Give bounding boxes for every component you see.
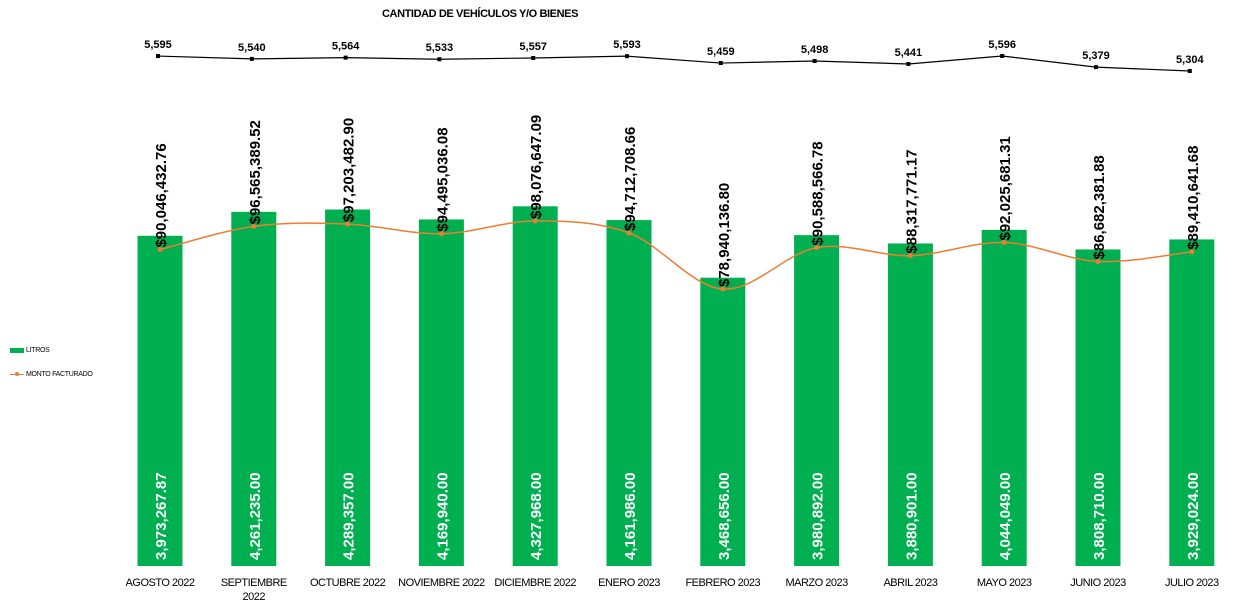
- series-line-vehiculos: [157, 55, 1190, 72]
- bar-litros: [137, 235, 183, 567]
- bar-litros: [1075, 249, 1121, 567]
- bar-value-label: 3,980,892.00: [810, 472, 827, 560]
- point-monto-facturado: [1001, 240, 1007, 246]
- point-monto-facturado: [438, 231, 444, 237]
- point-vehiculos: [1187, 69, 1192, 73]
- vehiculos-value-label: 5,533: [426, 42, 454, 54]
- monto-value-label: $86,682,381.88: [1091, 155, 1108, 259]
- point-monto-facturado: [626, 230, 632, 236]
- x-tick-label: MARZO 2023: [785, 577, 848, 589]
- bar-value-label: 3,468,656.00: [716, 472, 733, 560]
- bar-value-label: 4,161,986.00: [622, 472, 639, 560]
- point-vehiculos: [437, 57, 442, 62]
- monto-value-label: $97,203,482.90: [341, 118, 358, 222]
- x-tick-label: SEPTIEMBRE: [221, 577, 287, 589]
- bar-value-label: 3,880,901.00: [903, 472, 920, 560]
- vehiculos-value-label: 5,596: [988, 39, 1016, 51]
- point-vehiculos: [1094, 65, 1098, 70]
- legend-swatch-monto-facturado: [10, 371, 24, 377]
- point-monto-facturado: [1189, 249, 1195, 255]
- vehiculos-value-label: 5,459: [707, 46, 735, 58]
- point-monto-facturado: [345, 221, 351, 227]
- monto-value-label: $96,565,389.52: [247, 120, 264, 224]
- point-monto-facturado: [720, 286, 726, 292]
- x-tick-label: DICIEMBRE 2022: [494, 577, 576, 589]
- point-vehiculos: [156, 54, 160, 59]
- legend: LITROS MONTO FACTURADO: [10, 344, 93, 392]
- monto-value-label: $78,940,136.80: [716, 183, 733, 287]
- monto-value-label: $98,076,647.09: [528, 115, 545, 219]
- x-tick-label: FEBRERO 2023: [685, 577, 760, 589]
- point-vehiculos: [531, 56, 536, 61]
- bar-litros: [700, 277, 746, 566]
- series-line-monto-facturado: [159, 220, 1192, 290]
- bar-value-label: 4,169,940.00: [434, 472, 451, 560]
- x-tick-label: 2022: [243, 591, 266, 603]
- bar-litros: [606, 220, 652, 566]
- vehiculos-value-label: 5,441: [895, 47, 923, 59]
- point-vehiculos: [249, 56, 254, 61]
- x-tick-label: JUNIO 2023: [1070, 577, 1126, 589]
- vehiculos-value-label: 5,540: [238, 42, 266, 54]
- bar-litros: [418, 219, 464, 567]
- point-monto-facturado: [251, 223, 257, 229]
- bar-value-label: 3,929,024.00: [1185, 472, 1202, 560]
- legend-label-monto-facturado: MONTO FACTURADO: [26, 370, 93, 378]
- bar-value-label: 4,044,049.00: [997, 472, 1014, 560]
- bar-litros: [325, 209, 371, 566]
- x-tick-label: AGOSTO 2022: [126, 577, 195, 589]
- monto-value-label: $90,588,566.78: [810, 141, 827, 245]
- vehiculos-value-label: 5,593: [613, 39, 641, 51]
- vehiculos-value-label: 5,304: [1176, 54, 1204, 66]
- point-vehiculos: [343, 55, 348, 60]
- monto-value-label: $92,025,681.31: [997, 136, 1014, 240]
- x-tick-label: MAYO 2023: [977, 577, 1032, 589]
- point-vehiculos: [718, 61, 723, 66]
- point-monto-facturado: [814, 245, 820, 251]
- bar-value-label: 3,808,710.00: [1091, 472, 1108, 560]
- bar-litros: [981, 229, 1027, 566]
- bar-litros: [794, 235, 840, 566]
- bar-litros: [231, 211, 277, 566]
- point-vehiculos: [906, 61, 911, 66]
- monto-value-label: $90,046,432.76: [153, 143, 170, 247]
- x-tick-label: OCTUBRE 2022: [310, 577, 386, 589]
- bar-value-label: 3,973,267.87: [153, 472, 170, 560]
- legend-label-litros: LITROS: [26, 346, 50, 354]
- point-monto-facturado: [1095, 258, 1101, 264]
- bar-value-label: 4,289,357.00: [341, 472, 358, 560]
- bar-litros: [1169, 239, 1215, 566]
- x-tick-label: NOVIEMBRE 2022: [398, 577, 485, 589]
- bar-value-label: 4,327,968.00: [528, 472, 545, 560]
- monto-value-label: $89,410,641.68: [1185, 146, 1202, 250]
- bar-litros: [512, 206, 558, 566]
- legend-swatch-litros: [10, 347, 24, 353]
- point-monto-facturado: [157, 247, 163, 253]
- vehiculos-value-label: 5,498: [801, 44, 829, 56]
- monto-value-label: $94,495,036.08: [434, 127, 451, 231]
- legend-item-monto-facturado: MONTO FACTURADO: [10, 368, 93, 380]
- point-monto-facturado: [907, 253, 913, 259]
- x-tick-label: ABRIL 2023: [883, 577, 937, 589]
- bar-litros: [887, 243, 933, 566]
- vehiculos-value-label: 5,379: [1082, 50, 1110, 62]
- monto-value-label: $88,317,771.17: [903, 149, 920, 253]
- point-monto-facturado: [532, 218, 538, 224]
- vehiculos-value-label: 5,557: [519, 41, 547, 53]
- bar-value-label: 4,261,235.00: [247, 472, 264, 560]
- chart-title: CANTIDAD DE VEHÍCULOS Y/O BIENES: [381, 8, 579, 20]
- x-tick-label: JULIO 2023: [1165, 577, 1219, 589]
- point-vehiculos: [1000, 54, 1005, 58]
- x-tick-label: ENERO 2023: [598, 577, 660, 589]
- monto-value-label: $94,712,708.66: [622, 127, 639, 231]
- point-vehiculos: [812, 59, 817, 64]
- vehiculos-value-label: 5,564: [332, 41, 360, 53]
- legend-item-litros: LITROS: [10, 344, 93, 356]
- point-vehiculos: [625, 54, 629, 59]
- vehiculos-value-label: 5,595: [144, 39, 172, 51]
